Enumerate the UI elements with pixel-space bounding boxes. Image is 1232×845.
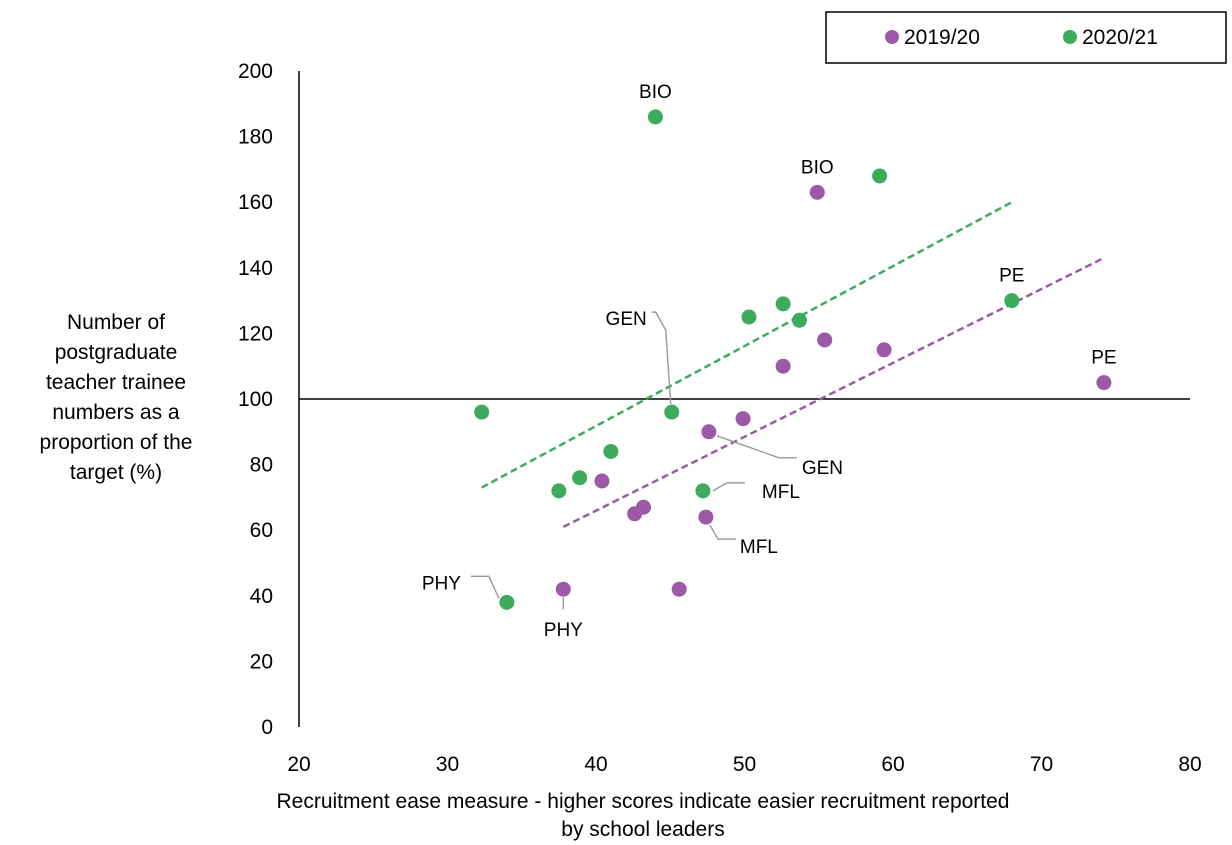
axes bbox=[298, 71, 1190, 727]
point-label-gen-2019-20: GEN bbox=[802, 458, 843, 479]
legend-label-2020-21: 2020/21 bbox=[1082, 26, 1158, 49]
point-label-pe-2020-21: PE bbox=[999, 266, 1024, 287]
y-axis-title-line: teacher trainee bbox=[46, 371, 186, 394]
y-axis-title-line: postgraduate bbox=[55, 341, 178, 364]
data-point-2020-21 bbox=[775, 296, 791, 312]
data-point-2019-20 bbox=[817, 332, 833, 348]
x-tick-label: 20 bbox=[287, 753, 310, 776]
data-point-2020-21 bbox=[499, 594, 515, 610]
data-points bbox=[474, 109, 1112, 610]
y-axis-title-line: Number of bbox=[67, 311, 165, 334]
data-point-2020-21 bbox=[474, 404, 490, 420]
trend-line-2019-20 bbox=[562, 256, 1105, 529]
data-point-2019-20 bbox=[594, 473, 610, 489]
legend-label-2019-20: 2019/20 bbox=[904, 26, 980, 49]
legend-marker-2019-20 bbox=[885, 30, 899, 44]
data-point-2019-20 bbox=[555, 581, 571, 597]
point-label-phy-2020-21: PHY bbox=[422, 573, 461, 594]
y-tick-label: 40 bbox=[250, 585, 273, 608]
y-tick-label: 60 bbox=[250, 519, 273, 542]
y-axis-title-line: proportion of the bbox=[40, 431, 193, 454]
data-point-2019-20 bbox=[701, 424, 717, 440]
x-axis-title: Recruitment ease measure - higher scores… bbox=[276, 790, 1009, 841]
x-axis-title-line: Recruitment ease measure - higher scores… bbox=[276, 790, 1009, 813]
x-tick-label: 50 bbox=[733, 753, 756, 776]
data-point-2019-20 bbox=[636, 499, 652, 515]
data-point-2019-20 bbox=[775, 358, 791, 374]
y-tick-label: 160 bbox=[238, 191, 273, 214]
data-point-2020-21 bbox=[695, 483, 711, 499]
x-tick-label: 80 bbox=[1178, 753, 1201, 776]
data-point-2020-21 bbox=[572, 470, 588, 486]
trend-lines bbox=[481, 201, 1105, 529]
point-label-mfl-2020-21: MFL bbox=[762, 482, 800, 503]
point-label-phy-2019-20: PHY bbox=[544, 620, 583, 641]
y-tick-label: 140 bbox=[238, 257, 273, 280]
data-point-2020-21 bbox=[1004, 293, 1020, 309]
point-label-pe-2019-20: PE bbox=[1091, 348, 1116, 369]
trend-line-2020-21 bbox=[481, 201, 1013, 489]
legend-marker-2020-21 bbox=[1063, 30, 1077, 44]
data-point-2020-21 bbox=[551, 483, 567, 499]
y-tick-label: 100 bbox=[238, 388, 273, 411]
data-point-2019-20 bbox=[1096, 375, 1112, 391]
y-tick-label: 20 bbox=[250, 650, 273, 673]
y-tick-label: 80 bbox=[250, 454, 273, 477]
leader-line bbox=[712, 482, 745, 492]
point-label-bio-2019-20: BIO bbox=[801, 157, 834, 178]
point-label-bio-2020-21: BIO bbox=[639, 82, 672, 103]
data-point-2020-21 bbox=[872, 168, 888, 184]
x-tick-label: 60 bbox=[881, 753, 904, 776]
leader-line bbox=[470, 575, 500, 599]
data-point-2019-20 bbox=[698, 509, 714, 525]
x-tick-label: 70 bbox=[1030, 753, 1053, 776]
data-point-2020-21 bbox=[741, 309, 757, 325]
point-label-gen-2020-21: GEN bbox=[606, 309, 647, 330]
y-axis-title: Number of postgraduate teacher trainee numb… bbox=[40, 311, 193, 484]
leader-line bbox=[709, 524, 736, 540]
data-point-2020-21 bbox=[603, 443, 619, 459]
y-tick-labels: 0 20 40 60 80 100 120 140 160 180 200 bbox=[238, 60, 273, 739]
x-axis-title-line: by school leaders bbox=[561, 818, 724, 841]
leader-line bbox=[716, 435, 797, 459]
leader-line bbox=[651, 311, 672, 405]
x-tick-label: 40 bbox=[584, 753, 607, 776]
x-tick-label: 30 bbox=[436, 753, 459, 776]
y-tick-label: 180 bbox=[238, 126, 273, 149]
data-point-2019-20 bbox=[876, 342, 892, 358]
point-label-mfl-2019-20: MFL bbox=[740, 537, 778, 558]
y-tick-label: 0 bbox=[261, 716, 273, 739]
y-axis-title-line: target (%) bbox=[70, 461, 162, 484]
data-point-2020-21 bbox=[664, 404, 680, 420]
data-point-2019-20 bbox=[735, 411, 751, 427]
x-tick-labels: 20 30 40 50 60 70 80 bbox=[287, 753, 1201, 776]
data-point-2020-21 bbox=[647, 109, 663, 125]
y-axis-title-line: numbers as a bbox=[52, 401, 180, 424]
y-tick-label: 200 bbox=[238, 60, 273, 83]
data-point-2020-21 bbox=[791, 312, 807, 328]
legend: 2019/20 2020/21 bbox=[825, 11, 1227, 64]
label-leader-lines bbox=[470, 311, 797, 610]
y-tick-label: 120 bbox=[238, 322, 273, 345]
data-point-2019-20 bbox=[671, 581, 687, 597]
data-point-2019-20 bbox=[809, 184, 825, 200]
